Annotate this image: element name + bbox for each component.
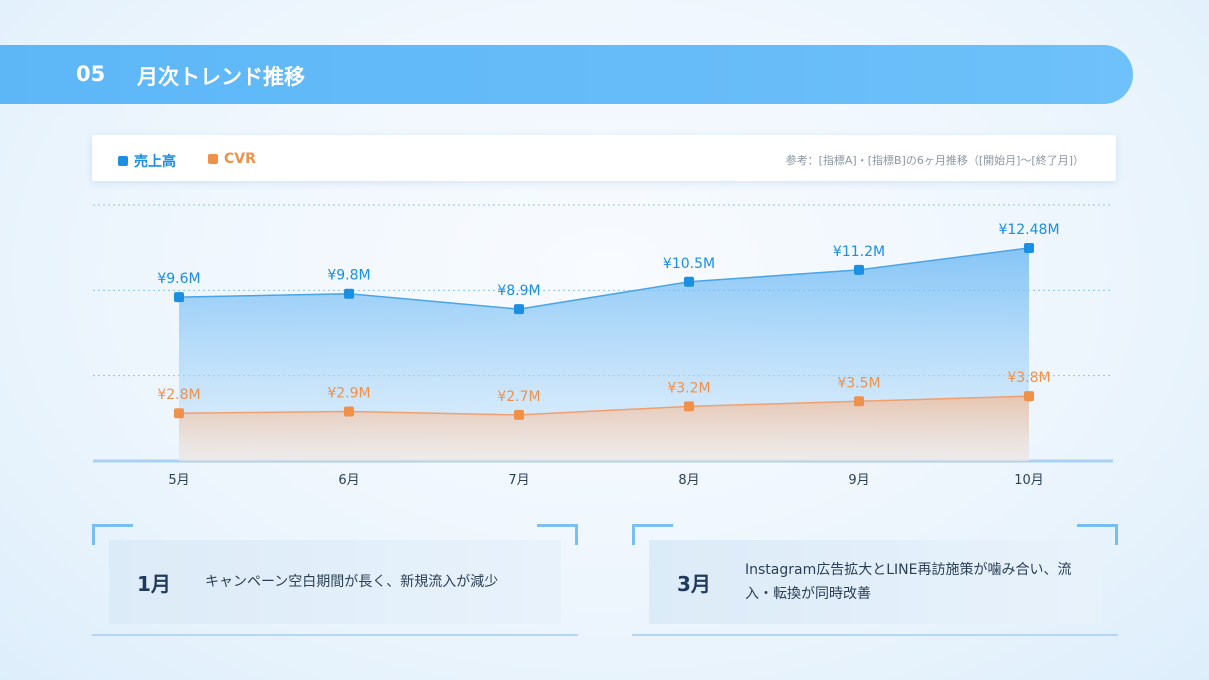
note-body: 1月 キャンペーン空白期間が長く、新規流入が減少 bbox=[109, 540, 561, 624]
legend-panel: 売上高 CVR 参考：[指標A]・[指標B]の6ヶ月推移（[開始月]〜[終了月]… bbox=[92, 135, 1116, 181]
note-card-1: 1月 キャンペーン空白期間が長く、新規流入が減少 bbox=[92, 524, 578, 636]
data-point-sales bbox=[514, 304, 524, 315]
data-point-sales bbox=[174, 292, 184, 303]
data-label-sales: ¥8.9M bbox=[497, 283, 540, 299]
note-divider bbox=[632, 634, 1118, 636]
legend-note: 参考：[指標A]・[指標B]の6ヶ月推移（[開始月]〜[終了月]） bbox=[785, 154, 1084, 167]
data-label-cvr: ¥3.8M bbox=[1007, 370, 1050, 386]
page-title: 月次トレンド推移 bbox=[137, 65, 305, 89]
data-point-cvr bbox=[514, 409, 524, 420]
data-label-sales: ¥11.2M bbox=[833, 244, 885, 260]
data-label-sales: ¥9.8M bbox=[327, 268, 370, 284]
note-card-2: 3月 Instagram広告拡大とLINE再訪施策が噛み合い、流入・転換が同時改… bbox=[632, 524, 1118, 636]
corner-decoration bbox=[632, 524, 673, 545]
data-point-sales bbox=[684, 276, 694, 287]
data-label-sales: ¥12.48M bbox=[998, 222, 1059, 238]
note-divider bbox=[92, 634, 578, 636]
x-tick-label: 10月 bbox=[1014, 473, 1044, 488]
section-number: 05 bbox=[76, 62, 106, 86]
data-label-cvr: ¥2.7M bbox=[497, 389, 540, 405]
x-tick-label: 9月 bbox=[848, 473, 869, 488]
corner-decoration bbox=[537, 524, 578, 545]
data-label-sales: ¥10.5M bbox=[663, 256, 715, 272]
data-point-sales bbox=[1024, 243, 1034, 254]
legend-swatch-cvr bbox=[208, 154, 218, 164]
area-cvr bbox=[179, 396, 1029, 461]
x-tick-label: 7月 bbox=[508, 473, 529, 488]
note-text: Instagram広告拡大とLINE再訪施策が噛み合い、流入・転換が同時改善 bbox=[745, 562, 1072, 602]
x-tick-label: 8月 bbox=[678, 473, 699, 488]
data-label-cvr: ¥2.8M bbox=[157, 387, 200, 403]
legend-label-cvr: CVR bbox=[224, 151, 256, 167]
note-body: 3月 Instagram広告拡大とLINE再訪施策が噛み合い、流入・転換が同時改… bbox=[649, 540, 1101, 624]
note-text: キャンペーン空白期間が長く、新規流入が減少 bbox=[205, 574, 499, 590]
data-label-cvr: ¥3.2M bbox=[667, 380, 710, 396]
x-tick-label: 6月 bbox=[338, 473, 359, 488]
data-label-cvr: ¥2.9M bbox=[327, 386, 370, 402]
data-point-cvr bbox=[174, 408, 184, 419]
note-month: 1月 bbox=[137, 571, 171, 596]
corner-decoration bbox=[92, 524, 133, 545]
data-label-sales: ¥9.6M bbox=[157, 271, 200, 287]
header-bar bbox=[0, 45, 1133, 104]
data-point-sales bbox=[854, 264, 864, 275]
legend-item-cvr: CVR bbox=[208, 151, 256, 167]
data-point-cvr bbox=[1024, 391, 1034, 402]
series-line-sales bbox=[178, 247, 1030, 310]
x-tick-label: 5月 bbox=[168, 473, 189, 488]
legend-label-sales: 売上高 bbox=[134, 154, 176, 170]
corner-decoration bbox=[1077, 524, 1118, 545]
data-point-cvr bbox=[684, 401, 694, 412]
series-line-cvr bbox=[178, 395, 1030, 416]
data-point-cvr bbox=[854, 396, 864, 407]
data-point-cvr bbox=[344, 406, 354, 417]
legend-item-sales: 売上高 bbox=[118, 151, 176, 171]
note-month: 3月 bbox=[677, 571, 711, 596]
legend-swatch-sales bbox=[118, 156, 128, 166]
data-point-sales bbox=[344, 288, 354, 299]
data-label-cvr: ¥3.5M bbox=[837, 375, 880, 391]
